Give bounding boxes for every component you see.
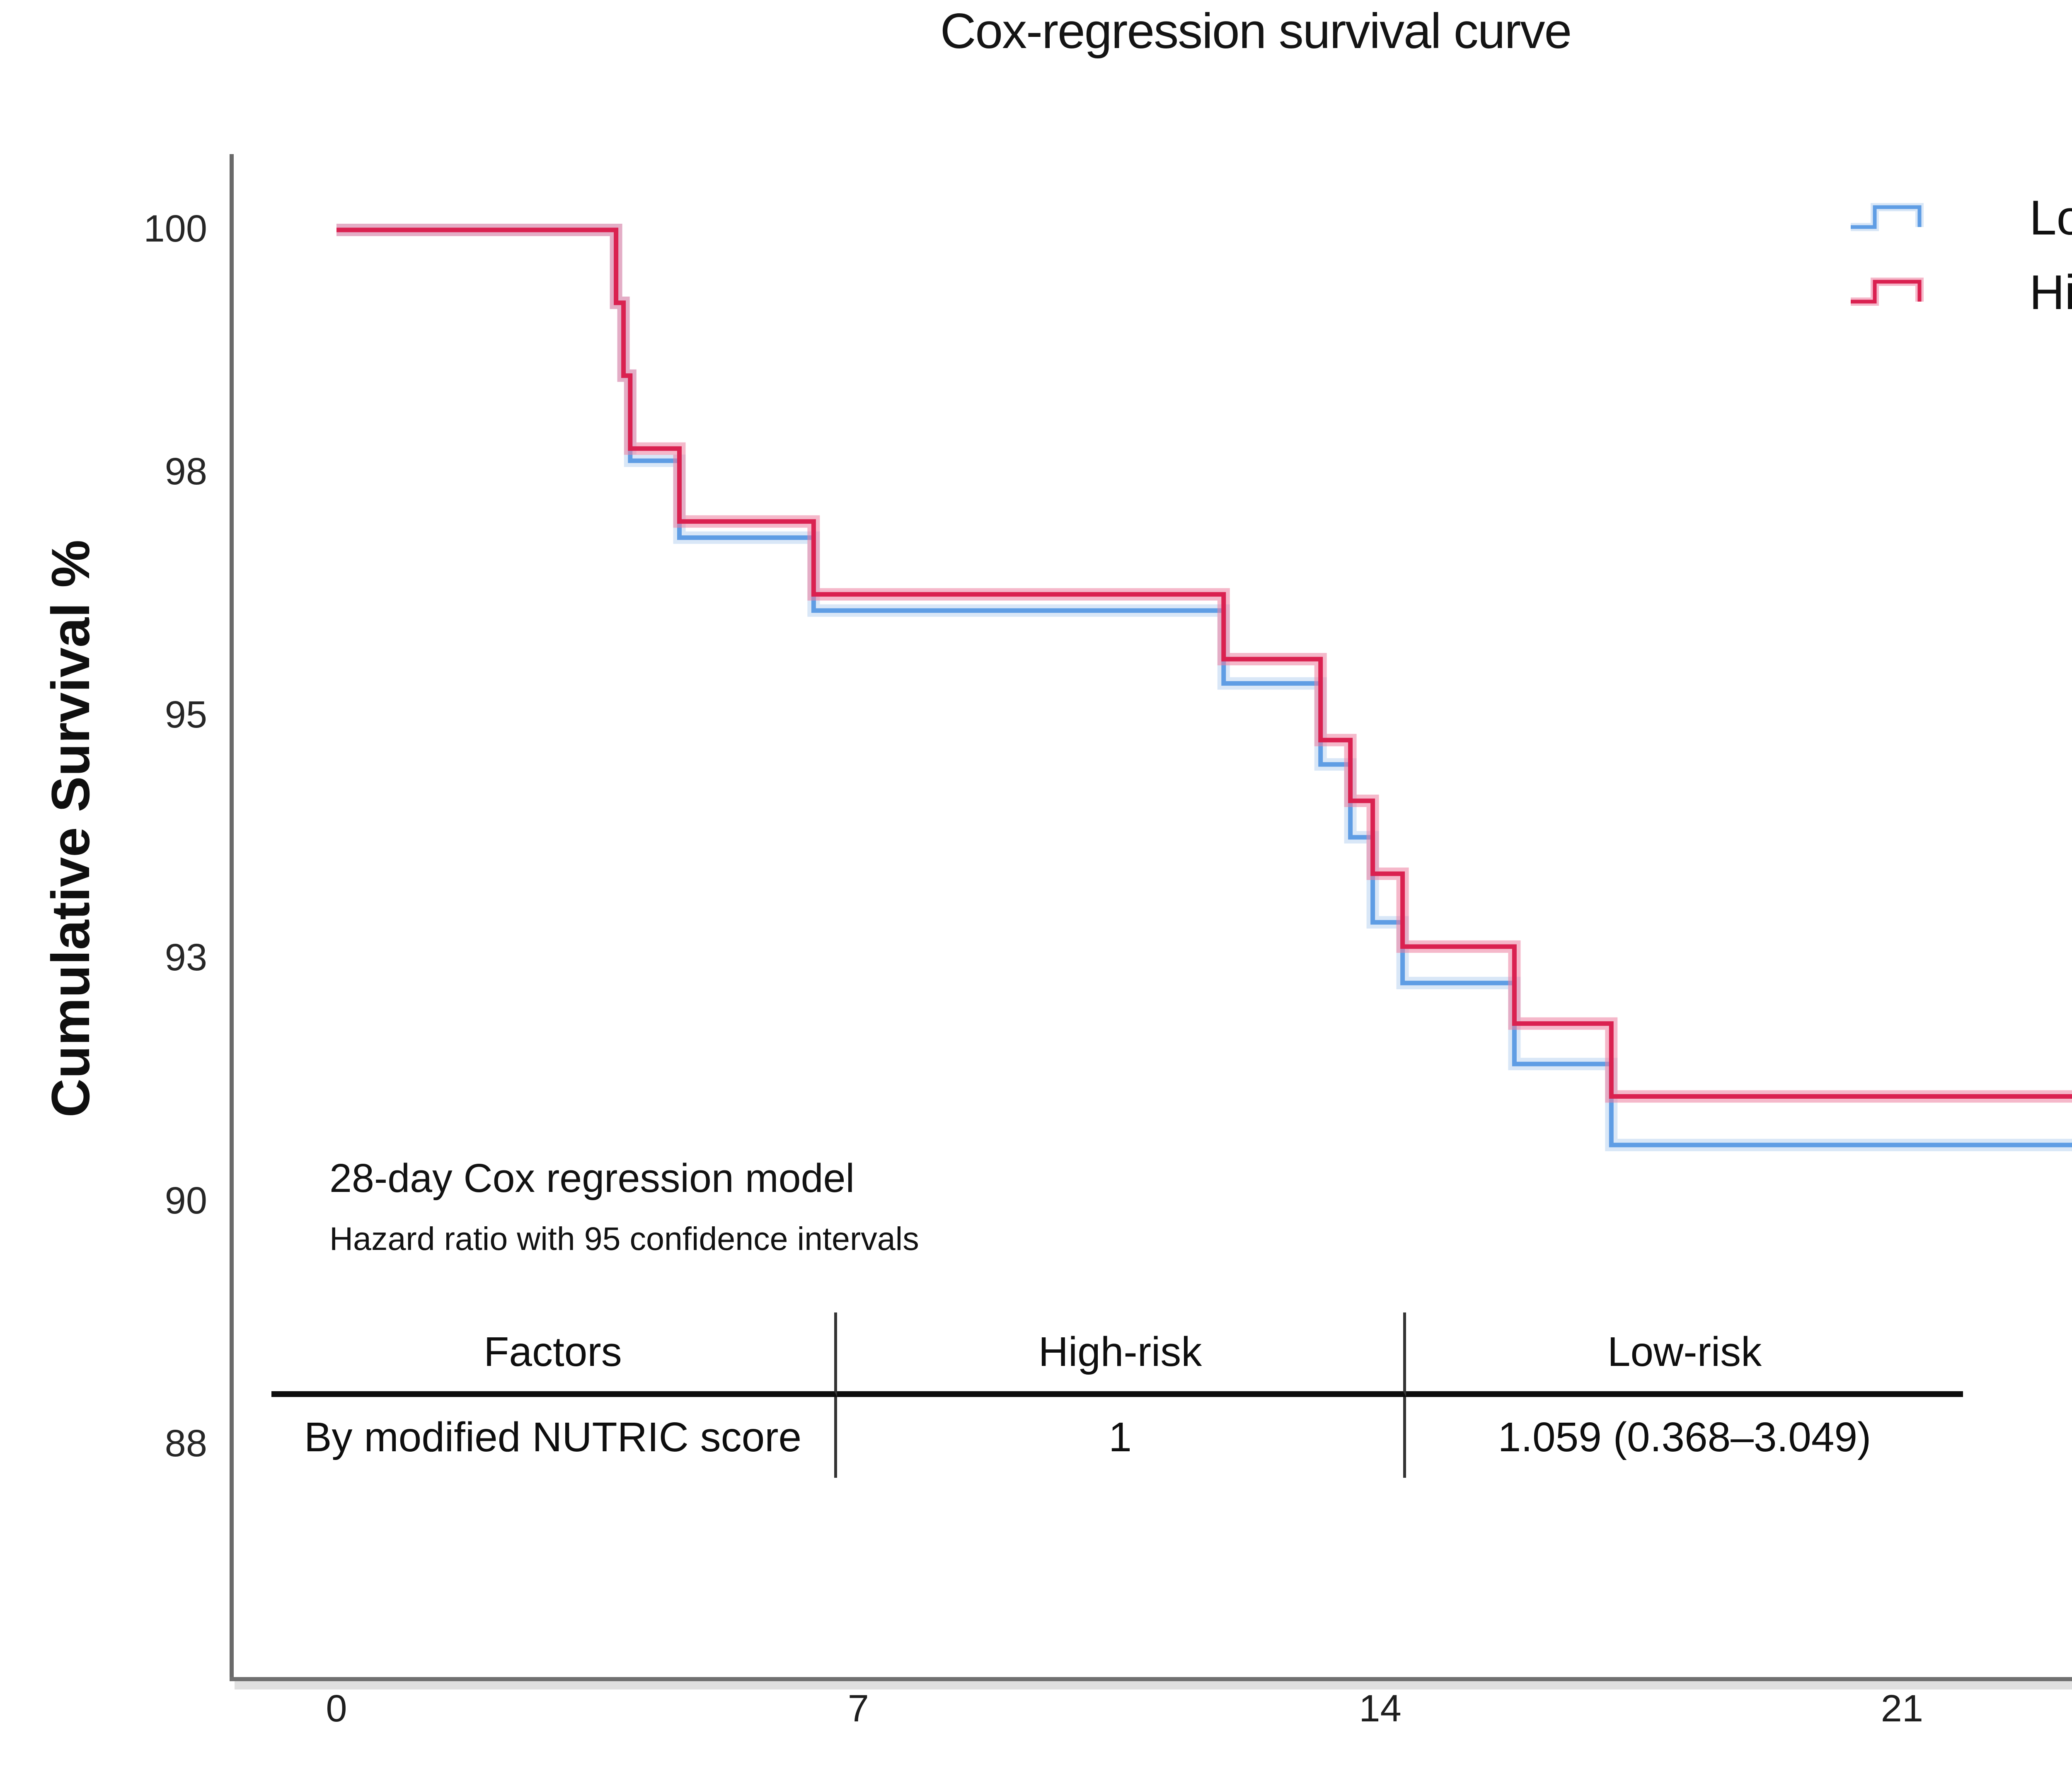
chart-title: Cox-regression survival curve [940, 3, 1572, 59]
y-tick-label-95: 95 [165, 693, 207, 736]
table-header-factors: Factors [271, 1312, 837, 1397]
hazard-ratio-table: Factors High-risk Low-risk By modified N… [271, 1312, 1963, 1478]
low-risk-step-line-icon [1851, 203, 1924, 231]
y-tick-label-98: 98 [165, 450, 207, 493]
legend-label-high-risk: High-risk [2029, 265, 2072, 320]
table-cell-low-risk: 1.059 (0.368–3.049) [1498, 1414, 1871, 1460]
legend-label-low-risk: Low-risk [2029, 191, 2072, 245]
model-note-subtitle: Hazard ratio with 95 confidence interval… [329, 1220, 919, 1257]
table-header-low-risk: Low-risk [1406, 1312, 1963, 1397]
x-tick-label-14: 14 [1359, 1687, 1402, 1730]
x-tick-label-7: 7 [847, 1687, 869, 1730]
y-tick-label-88: 88 [165, 1422, 207, 1465]
x-axis-shadow [235, 1681, 2072, 1689]
high-risk-curve [336, 227, 2072, 1099]
low-risk-curve-halo [336, 224, 2072, 1151]
table-cell-high-risk: 1 [837, 1397, 1406, 1478]
low-risk-curve [336, 227, 2072, 1148]
x-axis-line [230, 1677, 2072, 1681]
model-note-title: 28-day Cox regression model [329, 1155, 855, 1201]
high-risk-step-line-icon [1851, 278, 1924, 306]
legend-item-high-risk: High-risk [1849, 264, 2072, 321]
y-tick-label-93: 93 [165, 936, 207, 979]
x-tick-label-0: 0 [326, 1687, 347, 1730]
x-tick-label-21: 21 [1881, 1687, 1924, 1730]
table-header-high-risk: High-risk [837, 1312, 1406, 1397]
high-risk-curve-halo [336, 224, 2072, 1103]
table-cell-factor: By modified NUTRIC score [271, 1397, 837, 1478]
y-axis-line [230, 154, 234, 1681]
y-tick-label-100: 100 [143, 208, 208, 250]
y-tick-label-90: 90 [165, 1179, 207, 1222]
legend-item-low-risk: Low-risk [1849, 190, 2072, 246]
